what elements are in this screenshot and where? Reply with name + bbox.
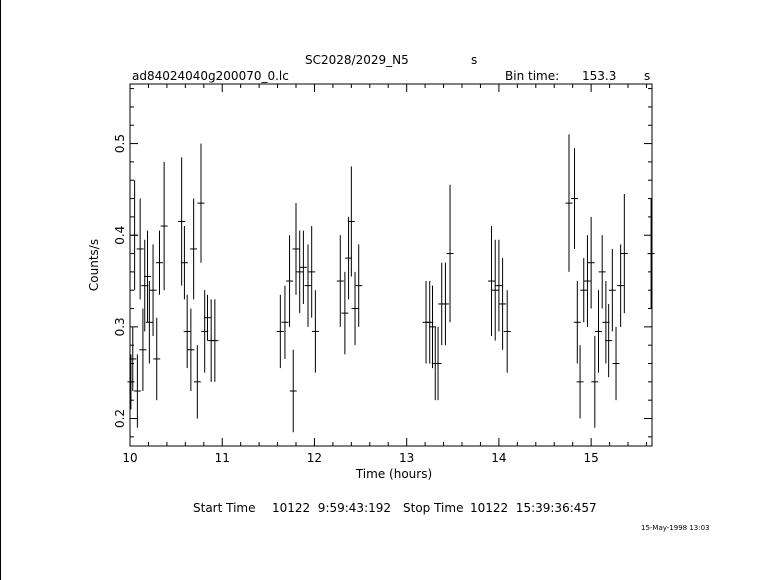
data-point xyxy=(647,198,655,309)
data-point xyxy=(127,354,135,410)
data-point xyxy=(491,239,499,341)
data-point xyxy=(281,285,289,359)
data-point xyxy=(145,281,153,364)
data-point xyxy=(304,244,312,327)
data-point xyxy=(276,294,284,369)
data-point xyxy=(311,290,319,373)
data-point xyxy=(565,134,573,272)
plot-frame xyxy=(129,83,653,447)
x-tick-label: 10 xyxy=(122,451,137,465)
start-time-value: 10122 9:59:43:192 xyxy=(272,501,392,515)
data-point xyxy=(180,226,188,300)
data-point xyxy=(488,226,496,337)
data-point xyxy=(612,326,620,401)
data-point xyxy=(595,290,603,373)
data-point xyxy=(193,345,201,419)
data-point xyxy=(608,248,616,332)
data-point xyxy=(355,244,363,327)
axis-ticks xyxy=(129,84,652,446)
data-point xyxy=(351,271,359,346)
x-tick-label: 12 xyxy=(307,451,322,465)
x-axis-label: Time (hours) xyxy=(355,467,432,481)
y-axis-label: Counts/s xyxy=(87,239,101,291)
start-time-label: Start Time xyxy=(193,501,256,515)
data-point xyxy=(296,230,304,314)
x-tick-label: 11 xyxy=(215,451,230,465)
data-point xyxy=(617,244,625,327)
data-point xyxy=(434,326,442,401)
data-point xyxy=(136,198,144,300)
axis-tick-labels: 10 11 12 13 14 15 0.2 0.3 0.4 0.5 xyxy=(113,134,599,465)
window-left-border xyxy=(0,0,1,580)
data-point xyxy=(591,336,599,428)
stop-time-label: Stop Time xyxy=(403,501,464,515)
data-point xyxy=(605,303,613,378)
data-point xyxy=(131,180,139,291)
data-point xyxy=(211,299,219,382)
data-point xyxy=(203,294,211,341)
data-point xyxy=(153,317,161,401)
data-point xyxy=(139,308,147,392)
data-point xyxy=(495,239,503,332)
data-point xyxy=(441,262,449,346)
data-point xyxy=(587,216,595,309)
data-point xyxy=(308,226,316,318)
y-tick-label: 0.2 xyxy=(113,409,127,428)
data-point xyxy=(129,326,137,392)
data-point xyxy=(286,235,294,327)
data-point xyxy=(197,143,205,263)
lightcurve-filename: ad84024040g200070_0.lc xyxy=(132,69,289,83)
data-point xyxy=(341,271,349,355)
data-point xyxy=(187,308,195,392)
data-point xyxy=(156,230,164,295)
plot-date: 15-May-1998 13:03 xyxy=(641,524,710,532)
bin-time-value: 153.3 xyxy=(582,69,617,83)
stop-time-value: 10122 15:39:36:457 xyxy=(470,501,597,515)
bin-time-label: Bin time: xyxy=(505,69,560,83)
data-point xyxy=(598,235,606,309)
data-point xyxy=(178,157,186,286)
data-point xyxy=(190,198,198,300)
data-point xyxy=(576,345,584,419)
data-point xyxy=(571,148,579,249)
data-point xyxy=(289,349,297,433)
y-tick-label: 0.4 xyxy=(113,226,127,245)
data-point xyxy=(347,166,355,277)
data-point xyxy=(149,244,157,337)
chart-title: SC2028/2029_N5 xyxy=(305,53,409,67)
data-point xyxy=(133,354,141,428)
bin-time-unit: s xyxy=(644,69,651,83)
data-point xyxy=(573,281,581,364)
data-point xyxy=(583,235,591,327)
data-point xyxy=(299,230,307,304)
data-point xyxy=(446,184,454,323)
data-point xyxy=(499,258,507,350)
data-point xyxy=(580,258,588,323)
y-tick-label: 0.3 xyxy=(113,317,127,336)
data-point xyxy=(503,290,511,373)
data-point xyxy=(620,193,628,314)
data-point xyxy=(336,235,344,327)
y-tick-label: 0.5 xyxy=(113,134,127,153)
chart-title-unit: s xyxy=(471,53,478,67)
data-point xyxy=(144,230,152,323)
data-points xyxy=(127,134,655,433)
data-point xyxy=(292,203,300,295)
x-tick-label: 13 xyxy=(399,451,414,465)
data-point xyxy=(183,294,191,369)
x-tick-label: 14 xyxy=(491,451,506,465)
data-point xyxy=(160,161,168,291)
x-tick-label: 15 xyxy=(583,451,598,465)
